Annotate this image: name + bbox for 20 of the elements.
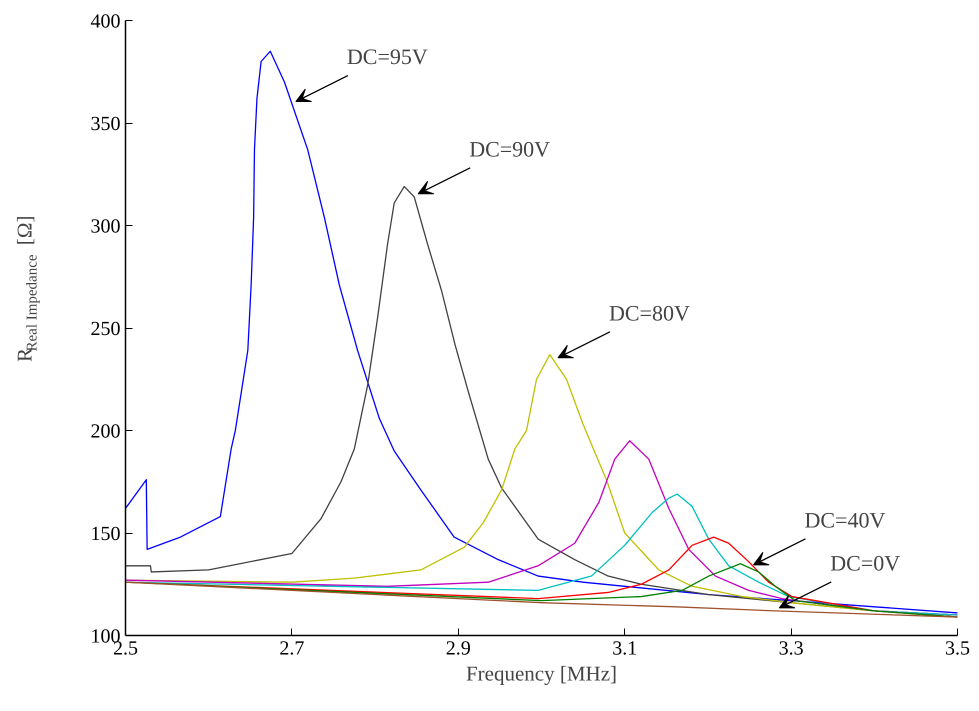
- annotation: DC=80V: [608, 300, 690, 326]
- x-tick-label: 3.3: [778, 638, 804, 660]
- y-tick-label: 400: [90, 10, 120, 32]
- annotation: DC=90V: [469, 136, 550, 162]
- x-axis-title: Frequency [MHz]: [466, 662, 618, 686]
- annotation: DC=95V: [346, 44, 428, 70]
- y-tick-label: 300: [90, 216, 120, 238]
- annotation: DC=40V: [804, 507, 886, 532]
- y-tick-label: 150: [90, 523, 120, 545]
- x-tick-label: 2.7: [279, 638, 304, 660]
- x-tick-label: 3.1: [612, 638, 638, 660]
- annotation: DC=0V: [830, 550, 900, 576]
- y-axis-title: RReal Impedance [Ω]: [12, 216, 40, 362]
- line-series: [126, 50, 958, 614]
- x-tick-label: 3.5: [945, 638, 970, 660]
- x-tick-label: 2.9: [446, 638, 471, 660]
- y-tick-label: 200: [90, 420, 120, 442]
- y-tick-label: 350: [90, 113, 120, 135]
- y-tick-label: 250: [90, 318, 120, 340]
- line-series: [126, 582, 958, 618]
